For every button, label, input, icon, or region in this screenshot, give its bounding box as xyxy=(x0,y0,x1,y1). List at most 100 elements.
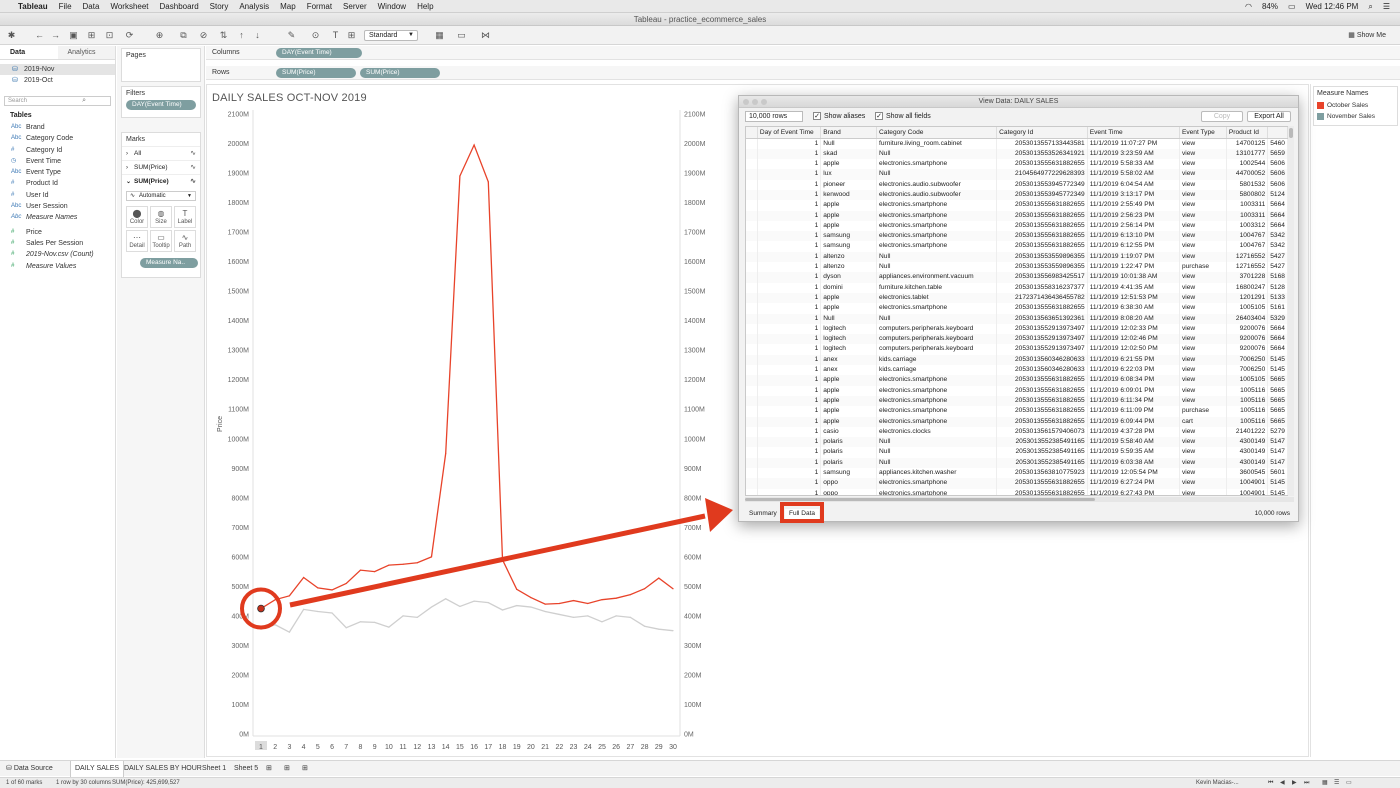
table-row[interactable]: 1 domini furniture.kitchen.table 2053013558… xyxy=(746,282,1293,293)
marks-size-button[interactable]: ◍ Size xyxy=(150,206,172,228)
pages-card[interactable]: Pages xyxy=(121,48,201,82)
battery-level[interactable]: 84% xyxy=(1261,2,1278,11)
search-icon[interactable]: ⌕ xyxy=(1368,1,1373,11)
save-icon[interactable]: ▣ xyxy=(69,30,78,40)
show-aliases-checkbox[interactable]: ✓ Show aliases xyxy=(813,112,865,121)
data-source-item[interactable]: ⛁ 2019-Nov xyxy=(0,64,115,75)
status-user[interactable]: Kevin Macias-... xyxy=(1196,780,1239,786)
table-row[interactable]: 1 dyson appliances.environment.vacuum 20530… xyxy=(746,272,1293,283)
rows-pill-1[interactable]: SUM(Price) xyxy=(276,68,356,78)
scroll-thumb[interactable] xyxy=(745,498,1095,501)
column-header[interactable]: Product Id xyxy=(1226,127,1269,139)
menu-map[interactable]: Map xyxy=(280,1,296,11)
dimension-field[interactable]: Abc Brand xyxy=(0,122,115,133)
group-icon[interactable]: ⊙ xyxy=(311,30,320,40)
pause-updates-icon[interactable]: ⊡ xyxy=(105,30,114,40)
menu-worksheet[interactable]: Worksheet xyxy=(110,1,149,11)
table-row[interactable]: 1 skad Null 2053013553526341921 11/1/2019 3:… xyxy=(746,148,1293,160)
rows-count-input[interactable]: 10,000 rows xyxy=(745,111,803,122)
new-worksheet-icon[interactable]: ⊕ xyxy=(155,30,164,40)
new-dashboard-icon[interactable]: ⊞ xyxy=(284,765,290,772)
menu-analysis[interactable]: Analysis xyxy=(239,1,270,11)
presentation-icon[interactable]: ▦ xyxy=(435,30,444,40)
column-header[interactable] xyxy=(1267,127,1288,139)
table-row[interactable]: 1 apple electronics.smartphone 205301355563… xyxy=(746,416,1293,427)
vertical-scrollbar[interactable] xyxy=(1288,126,1294,496)
table-row[interactable]: 1 Null Null 2053013563651392361 11/1/2019 8:… xyxy=(746,313,1293,324)
legend-item-november[interactable]: November Sales xyxy=(1317,111,1394,122)
menu-data[interactable]: Data xyxy=(82,1,100,11)
menu-window[interactable]: Window xyxy=(377,1,407,11)
swap-icon[interactable]: ⇅ xyxy=(219,30,228,40)
marks-all-row[interactable]: › All ∿ xyxy=(122,146,200,160)
table-row[interactable]: 1 altenzo Null 2053013553559896355 11/1/2019… xyxy=(746,251,1293,263)
tab-sheet-1[interactable]: Sheet 1 xyxy=(202,765,227,772)
duplicate-icon[interactable]: ⧉ xyxy=(180,30,187,40)
nav-next-icon[interactable]: ▶ xyxy=(1292,780,1297,786)
menu-format[interactable]: Format xyxy=(306,1,333,11)
table-row[interactable]: 1 apple electronics.smartphone 205301355563… xyxy=(746,395,1293,407)
field-search-input[interactable]: Search ⌕ xyxy=(4,96,111,106)
dimension-field[interactable]: Abc Measure Names xyxy=(0,212,115,223)
columns-pill[interactable]: DAY(Event Time) xyxy=(276,48,362,58)
fix-axes-icon[interactable]: ⊞ xyxy=(347,30,356,40)
table-row[interactable]: 1 apple electronics.smartphone 205301355563… xyxy=(746,159,1293,170)
tab-data-source[interactable]: ⛁ Data Source xyxy=(2,761,57,777)
refresh-icon[interactable]: ⟳ xyxy=(125,30,134,40)
wifi-icon[interactable]: ◠ xyxy=(1245,2,1252,11)
marks-color-button[interactable]: ⬤ Color xyxy=(126,206,148,228)
clear-sheet-icon[interactable]: ⊘ xyxy=(199,30,208,40)
measure-field[interactable]: # Measure Values xyxy=(0,261,115,272)
view-list-icon[interactable]: ☰ xyxy=(1334,780,1340,786)
data-grid[interactable]: Day of Event Time Brand Category Code Categ… xyxy=(745,126,1294,496)
fit-select[interactable]: Standard ▼ xyxy=(364,30,418,41)
nav-prev-icon[interactable]: ◀ xyxy=(1280,780,1285,786)
menu-help[interactable]: Help xyxy=(417,1,434,11)
show-all-fields-checkbox[interactable]: ✓ Show all fields xyxy=(875,112,931,121)
tab-sheet-5[interactable]: Sheet 5 xyxy=(234,765,259,772)
table-row[interactable]: 1 samsung electronics.smartphone 2053013555… xyxy=(746,241,1293,252)
marks-sum-row[interactable]: › SUM(Price) ∿ xyxy=(122,160,200,174)
table-row[interactable]: 1 apple electronics.smartphone 205301355563… xyxy=(746,375,1293,386)
column-header[interactable]: Day of Event Time xyxy=(757,127,822,139)
legend-item-october[interactable]: October Sales xyxy=(1317,100,1394,111)
table-row[interactable]: 1 apple electronics.smartphone 205301355563… xyxy=(746,385,1293,396)
dimension-field[interactable]: Abc Event Type xyxy=(0,167,115,178)
measure-field[interactable]: #2019-Nov.csv (Count) xyxy=(0,249,115,260)
marks-sum-row-active[interactable]: ⌄ SUM(Price) ∿ xyxy=(122,174,200,188)
tab-daily-sales[interactable]: DAILY SALES xyxy=(70,761,125,777)
table-row[interactable]: 1 samsung electronics.smartphone 2053013555… xyxy=(746,231,1293,242)
measure-names-pill[interactable]: Measure Na.. xyxy=(140,258,198,268)
column-header[interactable]: Event Time xyxy=(1087,127,1180,139)
table-row[interactable]: 1 kenwood electronics.audio.subwoofer 20530… xyxy=(746,189,1293,201)
redo-icon[interactable]: → xyxy=(51,30,60,40)
filter-pill[interactable]: DAY(Event Time) xyxy=(126,100,196,110)
table-row[interactable]: 1 logitech computers.peripherals.keyboard 2… xyxy=(746,323,1293,335)
menubar-clock[interactable]: Wed 12:46 PM xyxy=(1305,2,1359,11)
table-row[interactable]: 1 polaris Null 2053013552385491165 11/1/2019… xyxy=(746,437,1293,448)
menu-server[interactable]: Server xyxy=(343,1,367,11)
share-icon[interactable]: ⋈ xyxy=(481,30,490,40)
zoom-icon[interactable] xyxy=(761,99,767,105)
measure-field[interactable]: # Sales Per Session xyxy=(0,238,115,249)
filters-card[interactable]: Filters DAY(Event Time) xyxy=(121,86,201,118)
nav-first-icon[interactable]: ⏮ xyxy=(1268,780,1274,786)
data-source-item[interactable]: ⛁ 2019-Oct xyxy=(0,75,115,86)
marks-path-button[interactable]: ∿ Path xyxy=(174,230,196,252)
list-icon[interactable]: ☰ xyxy=(1382,2,1390,11)
table-row[interactable]: 1 apple electronics.smartphone 205301355563… xyxy=(746,200,1293,211)
sort-desc-icon[interactable]: ↓ xyxy=(255,30,260,40)
measure-field[interactable]: # Price xyxy=(0,227,115,238)
table-row[interactable]: 1 lux Null 2104564977229628393 11/1/2019 5:5… xyxy=(746,169,1293,180)
rows-pill-2[interactable]: SUM(Price) xyxy=(360,68,440,78)
menu-story[interactable]: Story xyxy=(209,1,229,11)
table-row[interactable]: 1 logitech computers.peripherals.keyboard 2… xyxy=(746,334,1293,345)
table-row[interactable]: 1 polaris Null 2053013552385491165 11/1/2019… xyxy=(746,447,1293,458)
dimension-field[interactable]: Abc User Session xyxy=(0,201,115,212)
rows-shelf[interactable]: Rows SUM(Price) SUM(Price) xyxy=(206,66,1400,80)
dimension-field[interactable]: ◷ Event Time xyxy=(0,156,115,167)
nav-last-icon[interactable]: ⏭ xyxy=(1304,780,1310,786)
show-me-button[interactable]: ▦ Show Me xyxy=(1348,31,1386,39)
table-row[interactable]: 1 apple electronics.smartphone 205301355563… xyxy=(746,220,1293,232)
table-row[interactable]: 1 apple electronics.smartphone 205301355563… xyxy=(746,210,1293,221)
